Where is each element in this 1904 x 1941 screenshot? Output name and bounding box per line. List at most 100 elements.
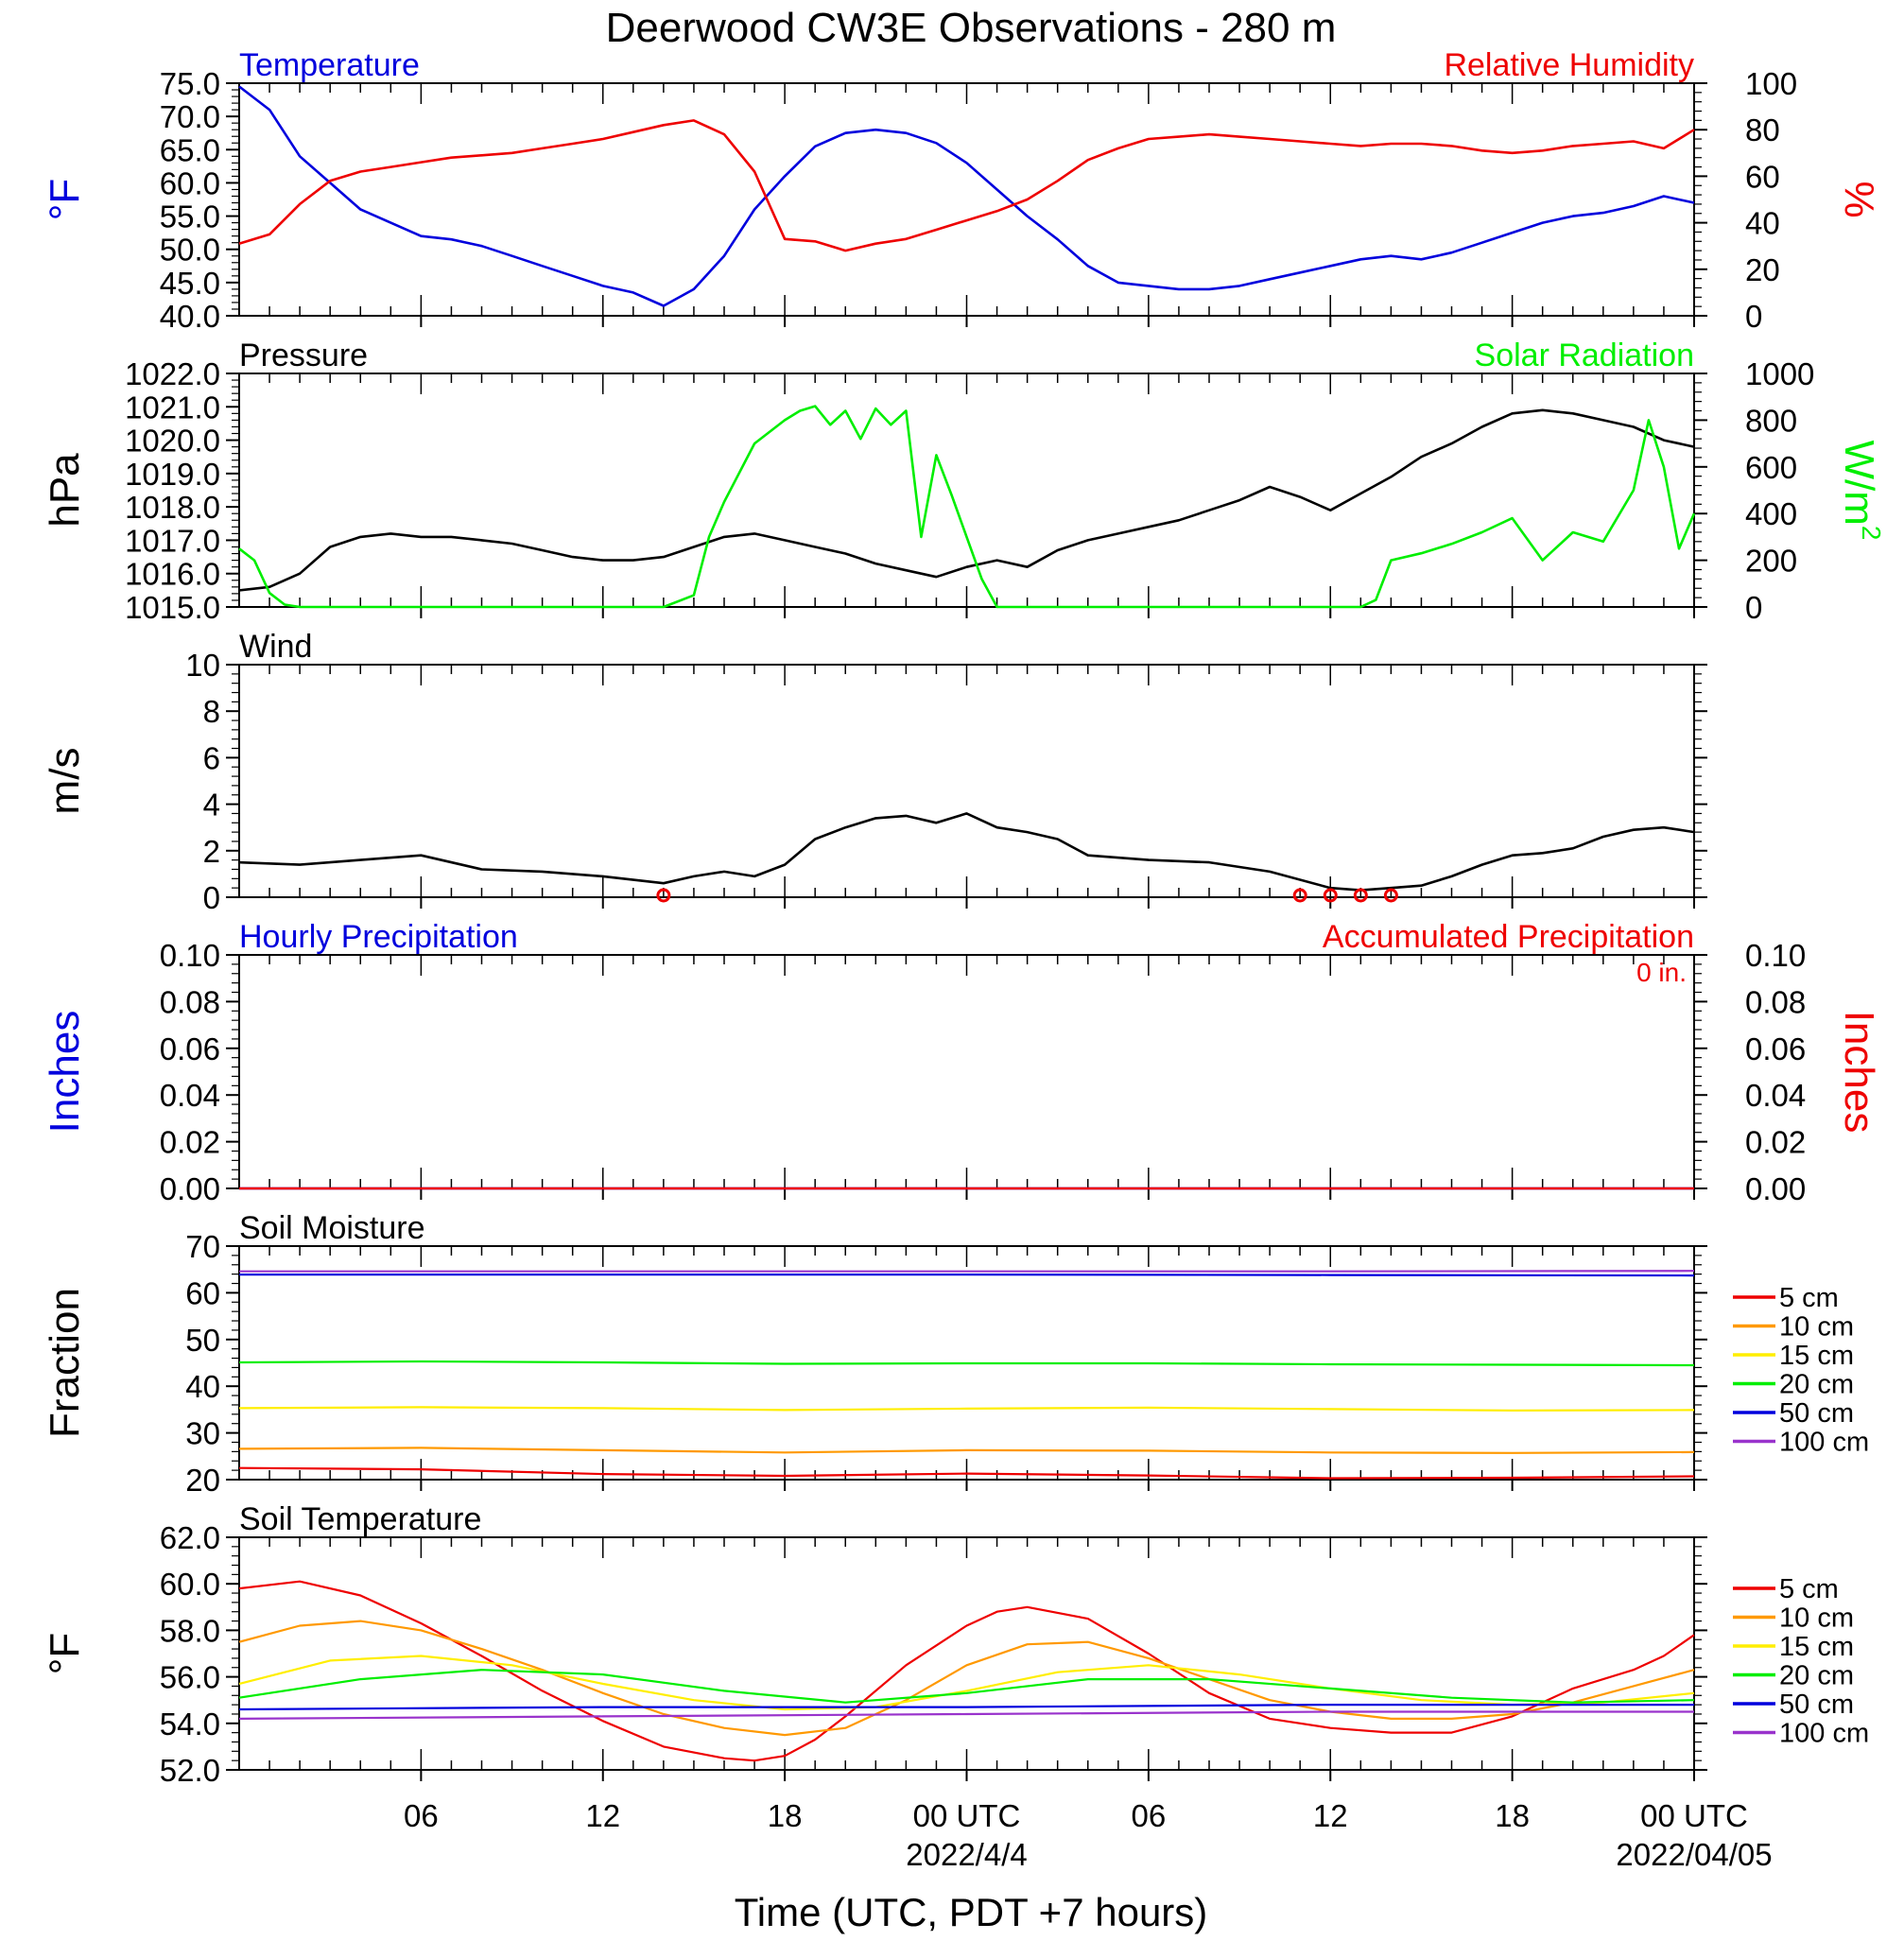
x-tick-date-label: 2022/04/05 (1616, 1837, 1772, 1872)
y-tick-label: 0 (203, 880, 220, 915)
y-axis-unit-left: hPa (42, 453, 88, 528)
y-tick-label: 20 (185, 1463, 220, 1498)
y-right-tick-label: 1000 (1745, 356, 1814, 391)
series-line (238, 1655, 1695, 1711)
series-line (238, 1406, 1695, 1412)
x-tick-label: 00 UTC (913, 1798, 1021, 1833)
legend-label: 50 cm (1779, 1398, 1854, 1429)
x-axis-title: Time (UTC, PDT +7 hours) (735, 1890, 1208, 1934)
series-line (239, 1273, 1695, 1277)
plot-frame (238, 954, 1695, 1189)
x-axis: 06 12 18 00 UTC 2022/4/4 06 12 18 00 UTC 2022/04/… (404, 1798, 1773, 1872)
y-tick-label: 54.0 (160, 1707, 220, 1742)
y-right-tick-label: 60 (1745, 159, 1780, 194)
plot-frame (238, 82, 1695, 317)
y-right-tick-label: 200 (1745, 544, 1797, 579)
y-tick-label: 0.00 (160, 1171, 220, 1206)
y-right-tick-label: 100 (1745, 66, 1797, 101)
y-axis-unit-left: Inches (42, 1011, 88, 1134)
y-axis-unit-right: % (1836, 181, 1882, 217)
x-tick-label: 12 (585, 1798, 620, 1833)
panel-4: 0.00 0.02 0.04 0.06 0.08 0.10 0.00 0.02 0.04 0.06… (42, 919, 1882, 1206)
plot-frame (238, 373, 1695, 608)
panel-2: 1015.01016.01017.01018.01019.01020.01021… (42, 338, 1886, 625)
y-tick-label: 60 (185, 1275, 220, 1310)
y-tick-label: 1020.0 (125, 424, 220, 459)
calm-wind-marker (656, 888, 671, 903)
x-tick-label: 18 (768, 1798, 803, 1833)
x-tick-label: 06 (404, 1798, 439, 1833)
series-line (238, 1620, 1695, 1737)
y-right-tick-label: 40 (1745, 206, 1780, 241)
legend-label: 20 cm (1779, 1661, 1854, 1691)
series-line (238, 1466, 1695, 1480)
legend-label: 20 cm (1779, 1370, 1854, 1400)
x-tick-label: 00 UTC (1640, 1798, 1748, 1833)
y-tick-label: 58.0 (160, 1613, 220, 1648)
y-tick-label: 40 (185, 1369, 220, 1404)
legend-label: 15 cm (1779, 1632, 1854, 1662)
y-axis-unit-left: °F (42, 1633, 88, 1674)
y-right-tick-label: 0 (1745, 590, 1762, 625)
y-tick-label: 70 (185, 1229, 220, 1264)
y-axis-unit-left: Fraction (42, 1288, 88, 1438)
y-axis-unit-right: Inches (1836, 1011, 1882, 1134)
y-right-tick-label: 0.00 (1745, 1171, 1806, 1206)
unit-superscript: 2 (1857, 526, 1886, 541)
series-line (238, 1447, 1695, 1454)
y-tick-label: 52.0 (160, 1753, 220, 1788)
y-tick-label: 70.0 (160, 99, 220, 134)
y-tick-label: 55.0 (160, 199, 220, 234)
calm-wind-marker (1353, 888, 1368, 903)
series-line (238, 408, 1695, 592)
y-right-tick-label: 400 (1745, 496, 1797, 531)
series-line (238, 85, 1695, 307)
accumulation-annotation: 0 in. (1636, 958, 1687, 987)
y-tick-label: 8 (203, 694, 220, 729)
calm-wind-marker (1383, 888, 1398, 903)
legend-label: 5 cm (1779, 1283, 1839, 1313)
y-tick-label: 60.0 (160, 165, 220, 200)
calm-wind-marker (1323, 888, 1338, 903)
y-tick-label: 0.10 (160, 938, 220, 973)
y-tick-label: 0.02 (160, 1125, 220, 1160)
legend-label: 10 cm (1779, 1603, 1854, 1634)
y-right-tick-label: 0.04 (1745, 1078, 1806, 1113)
y-axis-unit-right: W/m2 (1836, 441, 1886, 541)
y-tick-label: 50.0 (160, 233, 220, 268)
legend-label: 5 cm (1779, 1574, 1839, 1604)
x-tick-label: 06 (1132, 1798, 1167, 1833)
panel-6: 52.0 54.0 56.0 58.0 60.0 62.0 Soil Temperature… (42, 1501, 1869, 1788)
panel-label-right: Solar Radiation (1475, 338, 1694, 373)
y-right-tick-label: 80 (1745, 113, 1780, 147)
y-tick-label: 60.0 (160, 1567, 220, 1602)
y-axis-unit-left: °F (42, 179, 88, 220)
y-tick-label: 0.06 (160, 1031, 220, 1066)
y-right-tick-label: 0 (1745, 299, 1762, 334)
panel-label-left: Wind (239, 629, 312, 665)
y-tick-label: 1021.0 (125, 390, 220, 425)
panel-3: 0 2 4 6 8 10 Wind m/s (42, 629, 1707, 915)
legend-label: 100 cm (1779, 1428, 1869, 1458)
y-tick-label: 1015.0 (125, 590, 220, 625)
plot-frame (238, 664, 1695, 898)
y-tick-label: 10 (185, 648, 220, 683)
plot-frame (238, 1536, 1695, 1771)
legend-label: 15 cm (1779, 1341, 1854, 1371)
panels: 40.045.050.055.060.065.070.075.002040608… (42, 47, 1886, 1788)
y-right-tick-label: 0.06 (1745, 1031, 1806, 1066)
y-tick-label: 45.0 (160, 266, 220, 301)
calm-wind-marker (1292, 888, 1307, 903)
y-axis-unit-left: m/s (42, 748, 88, 815)
y-tick-label: 0.04 (160, 1078, 220, 1113)
y-right-tick-label: 0.08 (1745, 984, 1806, 1019)
y-tick-label: 2 (203, 834, 220, 869)
y-right-tick-label: 600 (1745, 450, 1797, 485)
x-tick-label: 18 (1495, 1798, 1530, 1833)
legend-label: 50 cm (1779, 1690, 1854, 1720)
legend-label: 10 cm (1779, 1312, 1854, 1343)
series-line (238, 119, 1695, 252)
series-line (239, 1270, 1695, 1273)
y-tick-label: 1018.0 (125, 490, 220, 525)
